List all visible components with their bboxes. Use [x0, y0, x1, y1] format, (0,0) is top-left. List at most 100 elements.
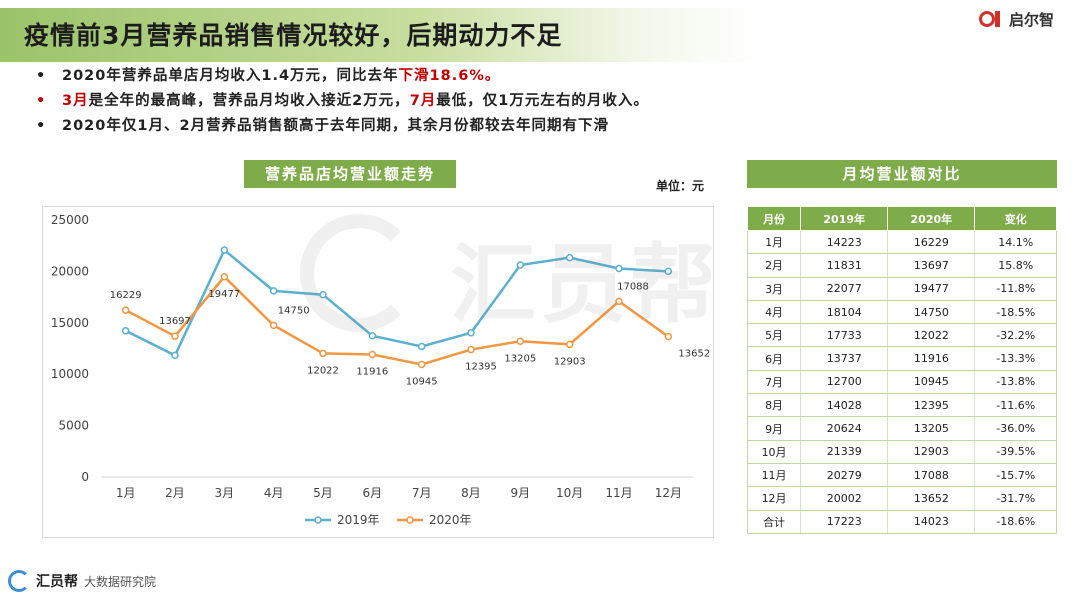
chart-svg: 0 5000 10000 15000 20000 25000 1月 2月 3月 4月 5月 6月 7月 8…	[51, 213, 710, 527]
table-cell: 11831	[800, 253, 888, 278]
x-tick-label: 12月	[655, 486, 682, 500]
x-tick-label: 4月	[264, 486, 284, 500]
data-point	[565, 253, 574, 262]
table-cell: 9月	[746, 416, 801, 441]
table-cell: 17733	[800, 323, 888, 348]
footer-logo-icon	[8, 570, 30, 592]
bullet-text: 7月	[409, 93, 437, 109]
table-row: 7月 12700 10945 -13.8%	[746, 370, 1057, 395]
table-cell: 14028	[800, 393, 888, 418]
table-cell: 7月	[746, 370, 801, 395]
table-row: 6月 13737 11916 -13.3%	[746, 346, 1057, 371]
table-cell: -36.0%	[974, 416, 1057, 441]
logo-text: 启尔智	[1008, 10, 1054, 29]
table-cell: 14023	[887, 510, 975, 534]
table-row: 10月 21339 12903 -39.5%	[746, 440, 1057, 464]
bullet-dot-icon: •	[36, 118, 47, 134]
table-panel-title: 月均营业额对比	[747, 160, 1057, 188]
table-cell: 6月	[746, 346, 801, 371]
table-cell: 3月	[746, 277, 801, 301]
data-point	[467, 345, 475, 354]
data-point	[664, 332, 673, 341]
x-tick-label: 11月	[605, 486, 632, 500]
legend-marker-icon	[314, 516, 322, 524]
bullet-list: • 2020年营养品单店月均收入1.4万元，同比去年下滑18.6%。 • 3月是全年的…	[36, 64, 649, 139]
data-label: 11916	[356, 367, 388, 378]
table-cell: 10月	[746, 440, 801, 464]
table-row: 9月 20624 13205 -36.0%	[746, 416, 1057, 441]
table-row: 5月 17733 12022 -32.2%	[746, 323, 1057, 348]
line-chart: 0 5000 10000 15000 20000 25000 1月 2月 3月 4月 5月 6月 7月 8…	[42, 206, 714, 538]
watermark-logo-icon	[300, 214, 418, 332]
x-tick-label: 1月	[116, 486, 136, 500]
table-cell: 1月	[746, 230, 801, 255]
table-cell: 13652	[887, 486, 975, 511]
comparison-table: 月份 2019年 2020年 变化 1月 14223 16229 14.1% 2月 11831 1…	[746, 206, 1057, 534]
data-label: 13205	[504, 353, 536, 364]
data-label: 17088	[617, 281, 649, 292]
bullet-text: 是全年的最高峰，营养品月均收入接近2万元，	[88, 93, 410, 109]
data-point	[368, 350, 377, 359]
data-label: 13697	[159, 316, 191, 327]
table-cell: 22077	[800, 277, 888, 301]
data-label: 12022	[307, 365, 339, 376]
table-cell: -18.5%	[974, 300, 1057, 325]
comparison-table-wrap: 月份 2019年 2020年 变化 1月 14223 16229 14.1% 2月 11831 1…	[746, 206, 1057, 538]
table-cell: 20002	[800, 486, 888, 511]
table-cell: 14223	[800, 230, 888, 255]
x-tick-label: 5月	[313, 486, 333, 500]
data-point	[121, 306, 130, 314]
x-tick-label: 7月	[412, 486, 432, 500]
data-point	[171, 332, 179, 340]
data-point	[516, 261, 525, 269]
x-tick-label: 9月	[511, 486, 531, 500]
bullet-item: • 2020年仅1月、2月营养品销售额高于去年同期，其余月份都较去年同期有下滑	[36, 114, 649, 139]
data-point	[565, 340, 574, 349]
y-tick-label: 20000	[51, 264, 89, 278]
table-cell: 16229	[887, 230, 975, 255]
y-tick-label: 25000	[51, 213, 89, 227]
chart-panel-title: 营养品店均营业额走势	[244, 160, 456, 188]
y-tick-label: 10000	[51, 367, 89, 381]
series-line-2019	[125, 248, 669, 358]
table-cell: -11.8%	[974, 277, 1057, 301]
footer-brand: 汇员帮	[36, 574, 78, 590]
table-header-row: 月份 2019年 2020年 变化	[746, 206, 1057, 231]
brand-logo: 启尔智	[978, 8, 1054, 30]
data-label: 10945	[406, 376, 438, 387]
data-point	[368, 332, 377, 340]
table-cell: 13697	[887, 253, 975, 278]
data-point	[269, 321, 278, 330]
data-label: 16229	[110, 290, 142, 301]
legend-marker-icon	[406, 516, 414, 524]
table-row: 8月 14028 12395 -11.6%	[746, 393, 1057, 418]
table-cell: 17088	[887, 463, 975, 488]
data-point	[269, 287, 278, 295]
x-tick-label: 2月	[165, 486, 185, 500]
data-point	[319, 349, 327, 358]
data-label: 13652	[678, 349, 710, 360]
table-cell: 12022	[887, 323, 975, 348]
data-point	[516, 337, 525, 346]
y-tick-label: 0	[81, 470, 89, 484]
table-cell: 12903	[887, 440, 975, 464]
footer-subtitle: 大数据研究院	[84, 574, 157, 589]
table-cell: 14.1%	[974, 230, 1057, 255]
logo-icon	[978, 8, 1005, 30]
table-row: 1月 14223 16229 14.1%	[746, 230, 1057, 255]
data-point	[615, 297, 623, 306]
watermark-text: 汇员帮	[450, 235, 720, 335]
table-cell: -31.7%	[974, 486, 1057, 511]
bullet-text: 2020年仅1月、2月营养品销售额高于去年同期，其余月份都较去年同期有下滑	[62, 118, 610, 134]
x-tick-label: 10月	[556, 486, 583, 500]
legend-label: 2019年	[337, 513, 380, 527]
table-row: 2月 11831 13697 15.8%	[746, 253, 1057, 278]
table-cell: 12月	[746, 486, 801, 511]
data-point	[121, 327, 130, 335]
legend-label: 2020年	[429, 513, 472, 527]
table-cell: 8月	[746, 393, 801, 418]
table-row: 合计 17223 14023 -18.6%	[746, 510, 1057, 534]
table-row: 12月 20002 13652 -31.7%	[746, 486, 1057, 511]
bullet-dot-icon: •	[36, 93, 47, 109]
table-row: 4月 18104 14750 -18.5%	[746, 300, 1057, 325]
